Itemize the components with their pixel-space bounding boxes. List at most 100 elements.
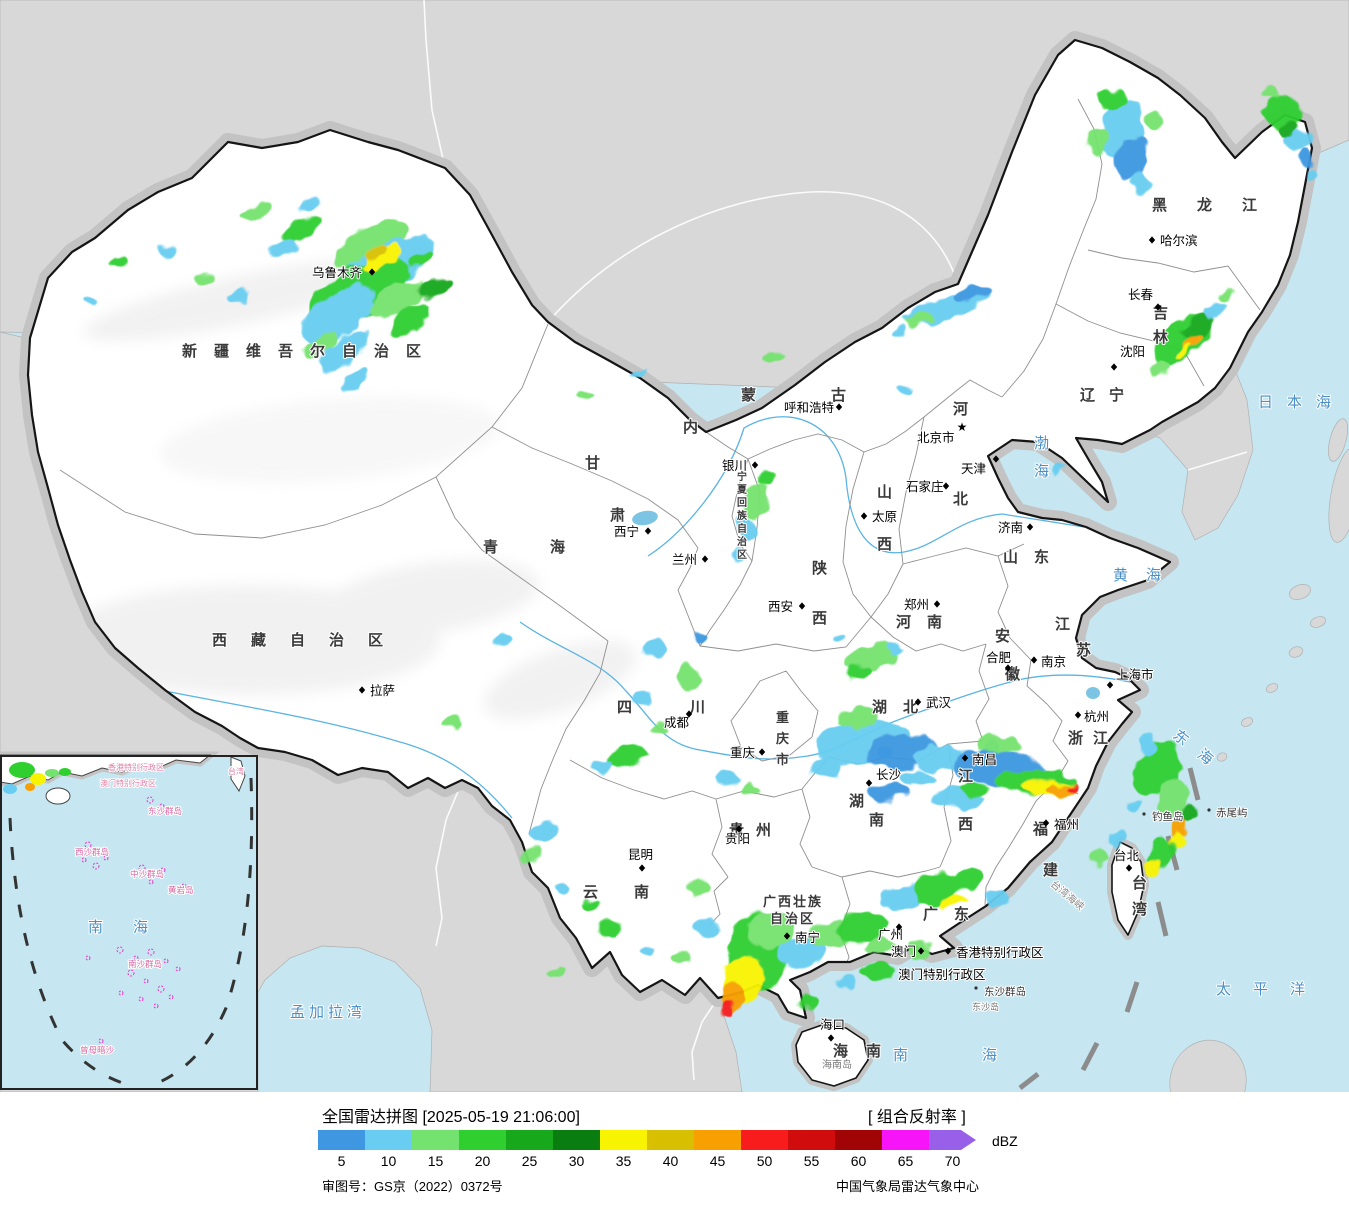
inset-border bbox=[0, 755, 258, 1090]
city-marker-icon bbox=[944, 947, 952, 955]
island-group-mark bbox=[153, 1003, 159, 1009]
radar-echo bbox=[362, 244, 402, 272]
city-marker-icon bbox=[1026, 523, 1034, 531]
yarlung-river bbox=[159, 689, 513, 819]
island-group-mark bbox=[168, 994, 174, 1000]
japan-island bbox=[1328, 418, 1348, 462]
city-label: 杭州 bbox=[1084, 709, 1109, 724]
island-label: 香港特别行政区 bbox=[108, 762, 164, 772]
radar-echo bbox=[673, 951, 691, 965]
boundary-dash bbox=[1124, 981, 1140, 1013]
scale-tick-35: 35 bbox=[615, 1153, 632, 1169]
radar-echo bbox=[976, 734, 1020, 754]
sea-label: 黄海 bbox=[1113, 567, 1179, 584]
city-label: 呼和浩特 bbox=[784, 400, 834, 415]
radar-echo bbox=[838, 912, 886, 944]
island-group-mark bbox=[95, 850, 101, 856]
island-group-mark bbox=[103, 855, 109, 861]
radar-echo bbox=[961, 784, 989, 796]
island-group-mark bbox=[160, 867, 166, 873]
scale-unit: dBZ bbox=[992, 1133, 1018, 1149]
province-label: 南 bbox=[869, 811, 884, 829]
radar-echo bbox=[443, 717, 461, 727]
radar-echo bbox=[689, 881, 711, 895]
radar-echo bbox=[678, 665, 698, 691]
province-label: 湖 bbox=[849, 793, 864, 810]
radar-echo bbox=[763, 351, 781, 363]
ryukyu-island bbox=[1240, 717, 1254, 727]
province-label: 广西壮族 bbox=[763, 894, 823, 909]
city-marker-icon bbox=[783, 932, 791, 940]
city-label: 哈尔滨 bbox=[1160, 233, 1198, 248]
city-label: 澳门 bbox=[891, 944, 916, 959]
city-label: 银川 bbox=[722, 459, 747, 473]
scale-ticks: 5 10 15 20 25 30 35 40 45 50 55 60 65 70 bbox=[318, 1153, 976, 1169]
province-label: 江西 bbox=[958, 767, 973, 833]
radar-echo bbox=[836, 974, 856, 986]
radar-echo bbox=[1115, 136, 1149, 180]
scale-cell-50 bbox=[741, 1130, 788, 1150]
scale-tick-30: 30 bbox=[568, 1153, 585, 1169]
radar-echo bbox=[1129, 173, 1151, 197]
city-marker-icon bbox=[917, 947, 925, 955]
radar-echo bbox=[693, 633, 707, 643]
radar-echo bbox=[322, 329, 368, 371]
city-label: 沈阳 bbox=[1120, 344, 1145, 359]
radar-echo-layer bbox=[81, 85, 1318, 1016]
scale-cell-25 bbox=[506, 1130, 553, 1150]
province-label: 自治区 bbox=[770, 911, 815, 926]
radar-echo bbox=[883, 642, 903, 654]
scale-tick-65: 65 bbox=[897, 1153, 914, 1169]
foreign-borders bbox=[423, 0, 1248, 1081]
city-label: 南京 bbox=[1041, 654, 1066, 669]
city-label: 上海市 bbox=[1116, 667, 1154, 682]
island-group-mark bbox=[116, 946, 124, 954]
radar-echo bbox=[576, 388, 594, 398]
radar-echo bbox=[866, 937, 894, 953]
ryukyu-island bbox=[1265, 683, 1279, 693]
radar-echo bbox=[844, 664, 872, 680]
radar-echo bbox=[715, 771, 741, 785]
city-marker-icon bbox=[701, 555, 709, 563]
sea-label: 孟加拉湾 bbox=[290, 1004, 366, 1021]
radar-echo bbox=[416, 276, 450, 300]
radar-echo bbox=[905, 942, 931, 958]
island-label: 东沙岛 bbox=[972, 1001, 999, 1012]
scale-tick-5: 5 bbox=[337, 1153, 346, 1169]
radar-echo bbox=[494, 634, 516, 646]
credit: 中国气象局雷达气象中心 bbox=[836, 1179, 980, 1194]
radar-echo bbox=[1170, 814, 1190, 838]
radar-echo bbox=[1144, 859, 1160, 877]
scale-cell-35 bbox=[600, 1130, 647, 1150]
boundary-dash bbox=[1155, 901, 1169, 937]
luzon-island bbox=[1169, 1039, 1247, 1092]
island-group-mark bbox=[148, 879, 154, 885]
city-marker-icon bbox=[358, 686, 366, 694]
radar-echo bbox=[519, 848, 541, 864]
yangtze-river bbox=[519, 621, 1131, 760]
radar-echo bbox=[389, 303, 431, 337]
province-label: 云南 bbox=[583, 883, 685, 901]
province-label: 青海 bbox=[483, 538, 617, 556]
island-label: 赤尾屿 bbox=[1216, 807, 1248, 819]
island-label: 澳门特别行政区 bbox=[100, 778, 156, 788]
radar-echo bbox=[904, 313, 932, 327]
radar-echo bbox=[268, 239, 296, 257]
radar-echo bbox=[639, 639, 665, 657]
radar-echo bbox=[1182, 804, 1198, 820]
province-label: 辽宁 bbox=[1080, 386, 1138, 404]
radar-echo bbox=[1282, 122, 1298, 134]
island-label: 曾母暗沙 bbox=[80, 1045, 115, 1055]
city-marker-icon bbox=[638, 864, 646, 872]
inset-nine-dash-left bbox=[8, 817, 133, 1088]
island-group-mark bbox=[138, 864, 146, 872]
radar-echo bbox=[111, 256, 129, 268]
tai-lake bbox=[1086, 687, 1100, 699]
city-marker-icon bbox=[860, 512, 868, 520]
scale-cell-40 bbox=[647, 1130, 694, 1150]
province-label: 海南 bbox=[833, 1042, 899, 1060]
radar-echo bbox=[1156, 778, 1188, 818]
province-label: 浙江 bbox=[1068, 729, 1118, 747]
